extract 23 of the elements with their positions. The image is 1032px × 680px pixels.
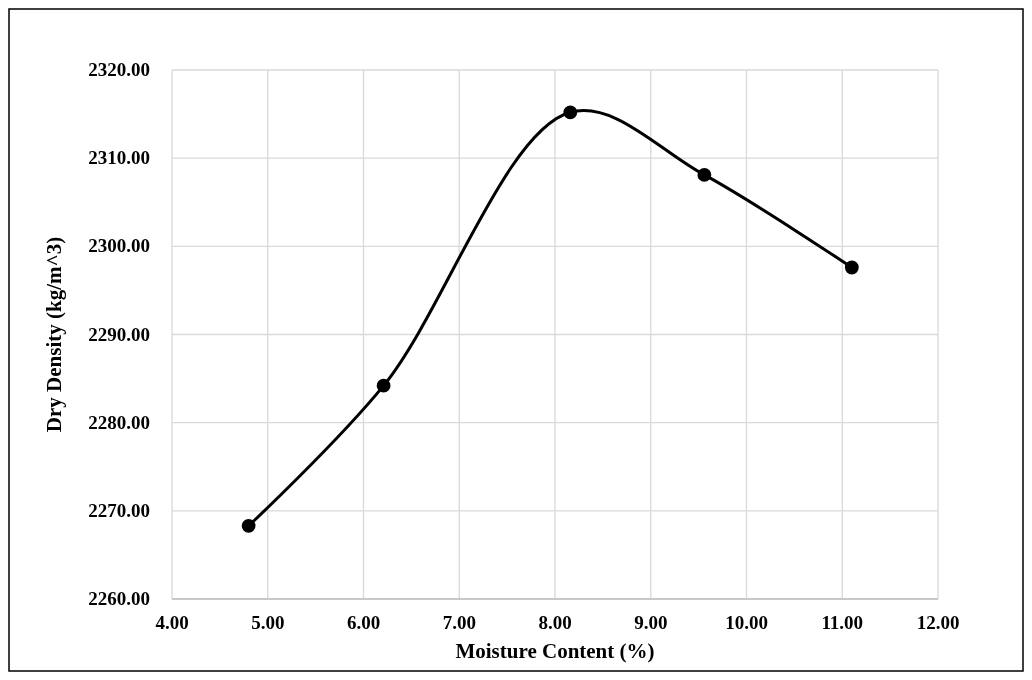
y-axis-title: Dry Density (kg/m^3)	[42, 236, 66, 433]
x-axis-title: Moisture Content (%)	[455, 639, 655, 663]
x-tick-label: 7.00	[442, 612, 476, 633]
y-tick-label: 2260.00	[88, 588, 150, 609]
x-tick-label: 10.00	[725, 612, 768, 633]
point	[844, 260, 859, 275]
y-tick-label: 2270.00	[88, 499, 150, 521]
x-tick-label: 6.00	[346, 612, 381, 633]
x-tick-label: 5.00	[251, 612, 285, 633]
x-tick-label: 4.00	[155, 612, 189, 633]
x-tick-label: 9.00	[634, 612, 668, 633]
y-tick-label: 2310.00	[88, 147, 150, 169]
x-tick-label: 11.00	[821, 612, 864, 633]
x-tick-label: 8.00	[538, 612, 572, 633]
point	[376, 378, 391, 393]
point	[563, 105, 578, 120]
point	[697, 168, 712, 182]
y-tick-label: 2300.00	[88, 235, 150, 257]
y-tick-label: 2290.00	[88, 323, 150, 345]
x-tick-label: 12.00	[916, 612, 960, 633]
point	[241, 518, 256, 533]
y-tick-label: 2280.00	[88, 411, 150, 433]
y-tick-label: 2320.00	[88, 59, 150, 80]
